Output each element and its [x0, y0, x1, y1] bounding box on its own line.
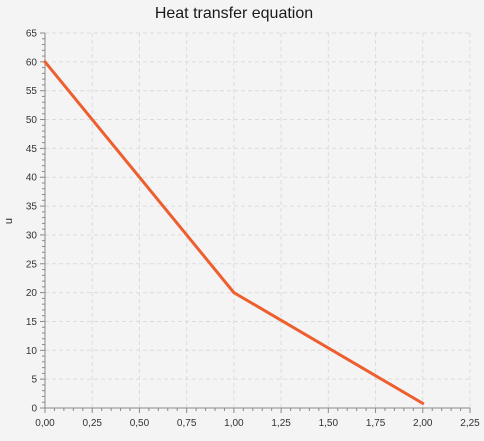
- y-tick-label: 10: [26, 346, 38, 357]
- y-tick-label: 45: [26, 144, 38, 155]
- x-tick-label: 2,25: [460, 418, 480, 429]
- y-tick-label: 20: [26, 288, 38, 299]
- y-tick-label: 65: [26, 29, 38, 40]
- x-tick-label: 0,50: [130, 418, 150, 429]
- x-tick-label: 0,75: [177, 418, 197, 429]
- x-tick-label: 0,00: [35, 418, 55, 429]
- x-tick-label: 0,25: [82, 418, 102, 429]
- x-tick-label: 1,25: [271, 418, 291, 429]
- x-tick-label: 2,00: [413, 418, 433, 429]
- tick-labels: 0,00 0,25 0,50 0,75 1,00 1,25 1,50 1,75 2,00 2,25…: [26, 29, 480, 430]
- series-layer: [43, 60, 425, 405]
- series-line: [43, 60, 425, 405]
- y-tick-label: 60: [26, 57, 38, 68]
- y-tick-label: 50: [26, 115, 38, 126]
- axes: [40, 32, 471, 413]
- y-tick-label: 35: [26, 202, 38, 213]
- chart-title: Heat transfer equation: [155, 5, 313, 22]
- y-tick-label: 0: [31, 404, 37, 415]
- y-tick-label: 25: [26, 259, 38, 270]
- x-tick-label: 1,00: [224, 418, 244, 429]
- x-tick-label: 1,50: [319, 418, 339, 429]
- y-axis-label: u: [3, 218, 15, 224]
- y-tick-label: 15: [26, 317, 38, 328]
- y-tick-label: 30: [26, 230, 38, 241]
- y-tick-label: 5: [31, 375, 37, 386]
- x-tick-label: 1,75: [366, 418, 386, 429]
- grid: [45, 32, 471, 408]
- y-tick-label: 40: [26, 173, 38, 184]
- y-tick-label: 55: [26, 86, 38, 97]
